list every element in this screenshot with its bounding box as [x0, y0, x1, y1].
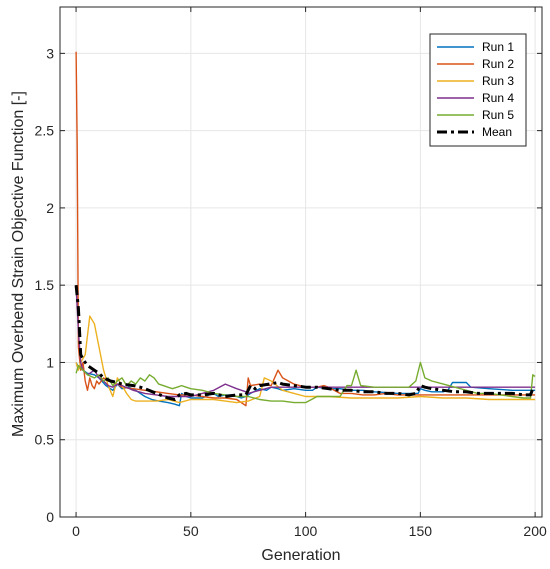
series-lines: [74, 51, 536, 407]
legend-label: Run 2: [482, 57, 514, 71]
legend-label: Run 3: [482, 74, 514, 88]
x-tick-label: 0: [72, 523, 80, 539]
x-tick-label: 100: [294, 523, 318, 539]
y-tick-label: 1: [46, 354, 54, 370]
y-tick-label: 2: [46, 200, 54, 216]
y-tick-label: 1.5: [35, 277, 55, 293]
legend-label: Run 4: [482, 91, 514, 105]
legend: Run 1 Run 2 Run 3 Run 4 Run 5 Mean: [429, 33, 527, 147]
x-tick-label: 200: [523, 523, 547, 539]
series-line-run-5: [75, 361, 536, 404]
legend-box: [429, 33, 527, 147]
x-tick-label: 150: [409, 523, 433, 539]
y-tick-label: 3: [46, 45, 54, 61]
series-line-mean: [74, 285, 536, 401]
y-tick-label: 0: [46, 509, 54, 525]
legend-label: Run 5: [482, 108, 514, 122]
plot-frame: [59, 6, 543, 518]
axes: [59, 6, 543, 518]
y-tick-label: 0.5: [35, 432, 55, 448]
x-axis-label: Generation: [261, 547, 340, 564]
y-axis-label: Maximum Overbend Strain Objective Functi…: [10, 91, 27, 437]
legend-label: Mean: [482, 125, 512, 139]
tick-labels: 0 50 100 150 200 0 0.5 1 1.5 2 2.5 3: [35, 45, 547, 539]
y-tick-label: 2.5: [35, 123, 55, 139]
legend-label: Run 1: [482, 40, 514, 54]
series-line-run-3: [75, 315, 536, 404]
x-tick-label: 50: [183, 523, 199, 539]
